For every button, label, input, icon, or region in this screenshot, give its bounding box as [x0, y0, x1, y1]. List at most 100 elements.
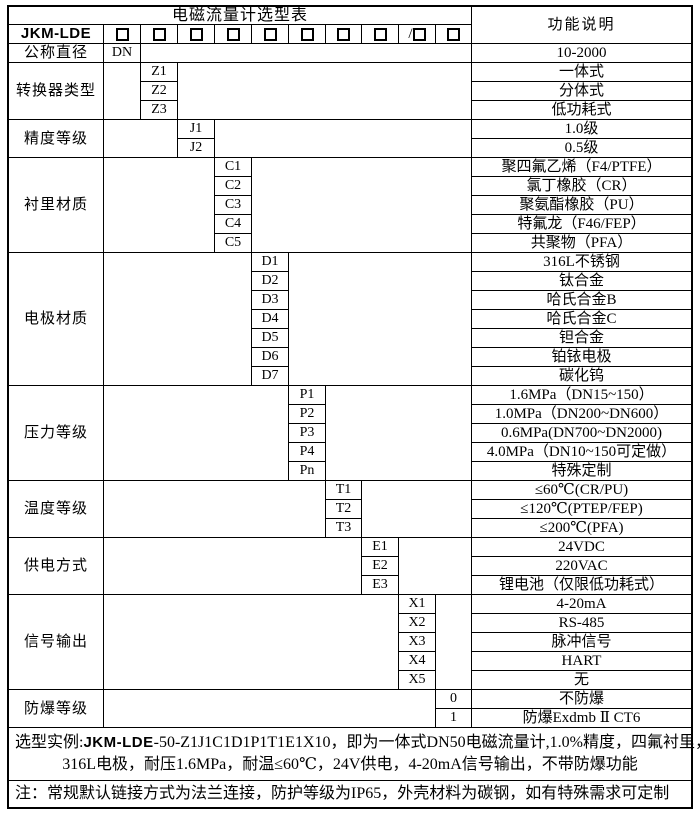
option-description: 防爆Exdmb Ⅱ CT6	[472, 709, 691, 728]
example-section: 选型实例:JKM-LDE-50-Z1J1C1D1P1T1E1X10，即为一体式D…	[9, 728, 700, 781]
section-label: 电极材质	[9, 253, 104, 386]
option-description: 哈氏合金C	[472, 310, 691, 329]
option-description: 特氟龙（F46/FEP）	[472, 215, 691, 234]
option-code: P1	[289, 386, 326, 405]
option-code: J1	[178, 120, 215, 139]
empty-cell	[104, 63, 141, 120]
model-digit-cell	[252, 25, 289, 44]
model-digit-cell	[362, 25, 399, 44]
option-description: 0.5级	[472, 139, 691, 158]
option-code: 0	[436, 690, 472, 709]
option-code: D7	[252, 367, 289, 386]
option-code: C5	[215, 234, 252, 253]
option-code: E2	[362, 557, 399, 576]
empty-cell	[104, 386, 289, 481]
option-description: ≤120℃(PTEP/FEP)	[472, 500, 691, 519]
option-description: 220VAC	[472, 557, 691, 576]
option-code: DN	[104, 44, 141, 63]
example-model-code: JKM-LDE	[83, 734, 154, 751]
checkbox-icon[interactable]	[337, 27, 350, 41]
option-description: HART	[472, 652, 691, 671]
checkbox-icon[interactable]	[412, 27, 426, 41]
option-code: Pn	[289, 462, 326, 481]
option-code: D4	[252, 310, 289, 329]
option-code: 1	[436, 709, 472, 728]
option-code: T3	[326, 519, 362, 538]
option-description: 碳化钨	[472, 367, 691, 386]
option-code: D6	[252, 348, 289, 367]
option-description: 聚氨酯橡胶（PU）	[472, 196, 691, 215]
empty-cell	[252, 158, 472, 253]
example-rest: -50-Z1J1C1D1P1T1E1X10，即为一体式DN50电磁流量计,1.0…	[153, 734, 700, 751]
empty-cell	[141, 44, 472, 63]
empty-cell	[289, 253, 472, 386]
option-code: C2	[215, 177, 252, 196]
empty-cell	[399, 538, 472, 595]
option-code: Z2	[141, 82, 178, 101]
section-label: 衬里材质	[9, 158, 104, 253]
option-code: Z1	[141, 63, 178, 82]
model-digit-cell: /	[399, 25, 436, 44]
option-code: X1	[399, 595, 436, 614]
model-prefix: JKM-LDE	[9, 25, 104, 44]
model-digit-cell	[326, 25, 362, 44]
empty-cell	[104, 120, 178, 158]
option-description: 1.6MPa（DN15~150）	[472, 386, 691, 405]
option-description: 铂铱电极	[472, 348, 691, 367]
option-code: D5	[252, 329, 289, 348]
option-description: 0.6MPa(DN700~DN2000)	[472, 424, 691, 443]
checkbox-icon[interactable]	[115, 27, 129, 41]
option-code: E3	[362, 576, 399, 595]
model-digit-cell	[104, 25, 141, 44]
option-description: 1.0MPa（DN200~DN600）	[472, 405, 691, 424]
option-code: X3	[399, 633, 436, 652]
option-code: P4	[289, 443, 326, 462]
model-digit-cell	[289, 25, 326, 44]
example-prefix: 选型实例:	[15, 734, 84, 751]
empty-cell	[362, 481, 472, 538]
option-code: J2	[178, 139, 215, 158]
option-code: X4	[399, 652, 436, 671]
option-description: ≤60℃(CR/PU)	[472, 481, 691, 500]
option-description: 4-20mA	[472, 595, 691, 614]
checkbox-icon[interactable]	[226, 27, 240, 41]
option-code: D3	[252, 291, 289, 310]
model-digit-cell	[215, 25, 252, 44]
option-description: 1.0级	[472, 120, 691, 139]
section-label: 温度等级	[9, 481, 104, 538]
empty-cell	[104, 690, 436, 728]
checkbox-icon[interactable]	[189, 27, 203, 41]
option-code: C4	[215, 215, 252, 234]
checkbox-icon[interactable]	[300, 27, 314, 41]
option-code: X2	[399, 614, 436, 633]
model-digit-cell	[141, 25, 178, 44]
checkbox-icon[interactable]	[263, 27, 277, 41]
option-description: RS-485	[472, 614, 691, 633]
option-description: 共聚物（PFA）	[472, 234, 691, 253]
option-code: Z3	[141, 101, 178, 120]
option-code: E1	[362, 538, 399, 557]
option-description: ≤200℃(PFA)	[472, 519, 691, 538]
model-digit-cell	[436, 25, 472, 44]
empty-cell	[178, 63, 472, 120]
table-title: 电磁流量计选型表	[9, 7, 472, 25]
section-label: 转换器类型	[9, 63, 104, 120]
option-description: 氯丁橡胶（CR）	[472, 177, 691, 196]
empty-cell	[215, 120, 472, 158]
option-description: 脉冲信号	[472, 633, 691, 652]
option-description: 316L不锈钢	[472, 253, 691, 272]
checkbox-icon[interactable]	[447, 27, 460, 41]
selection-table: 电磁流量计选型表 功能说明 JKM-LDE / 公称直径 DN 10-2000 转换器类型 Z1…	[9, 7, 691, 728]
option-description: 聚四氟乙烯（F4/PTFE）	[472, 158, 691, 177]
option-description: 低功耗式	[472, 101, 691, 120]
option-description: 钛合金	[472, 272, 691, 291]
example-line-2: 316L电极，耐压1.6MPa，耐温≤60℃，24V供电，4-20mA信号输出，…	[62, 756, 638, 773]
option-description: 锂电池（仅限低功耗式）	[472, 576, 691, 595]
checkbox-icon[interactable]	[152, 27, 166, 41]
option-description: 一体式	[472, 63, 691, 82]
empty-cell	[104, 158, 215, 253]
empty-cell	[104, 481, 326, 538]
model-digit-cell	[178, 25, 215, 44]
empty-cell	[326, 386, 472, 481]
checkbox-icon[interactable]	[373, 27, 387, 41]
